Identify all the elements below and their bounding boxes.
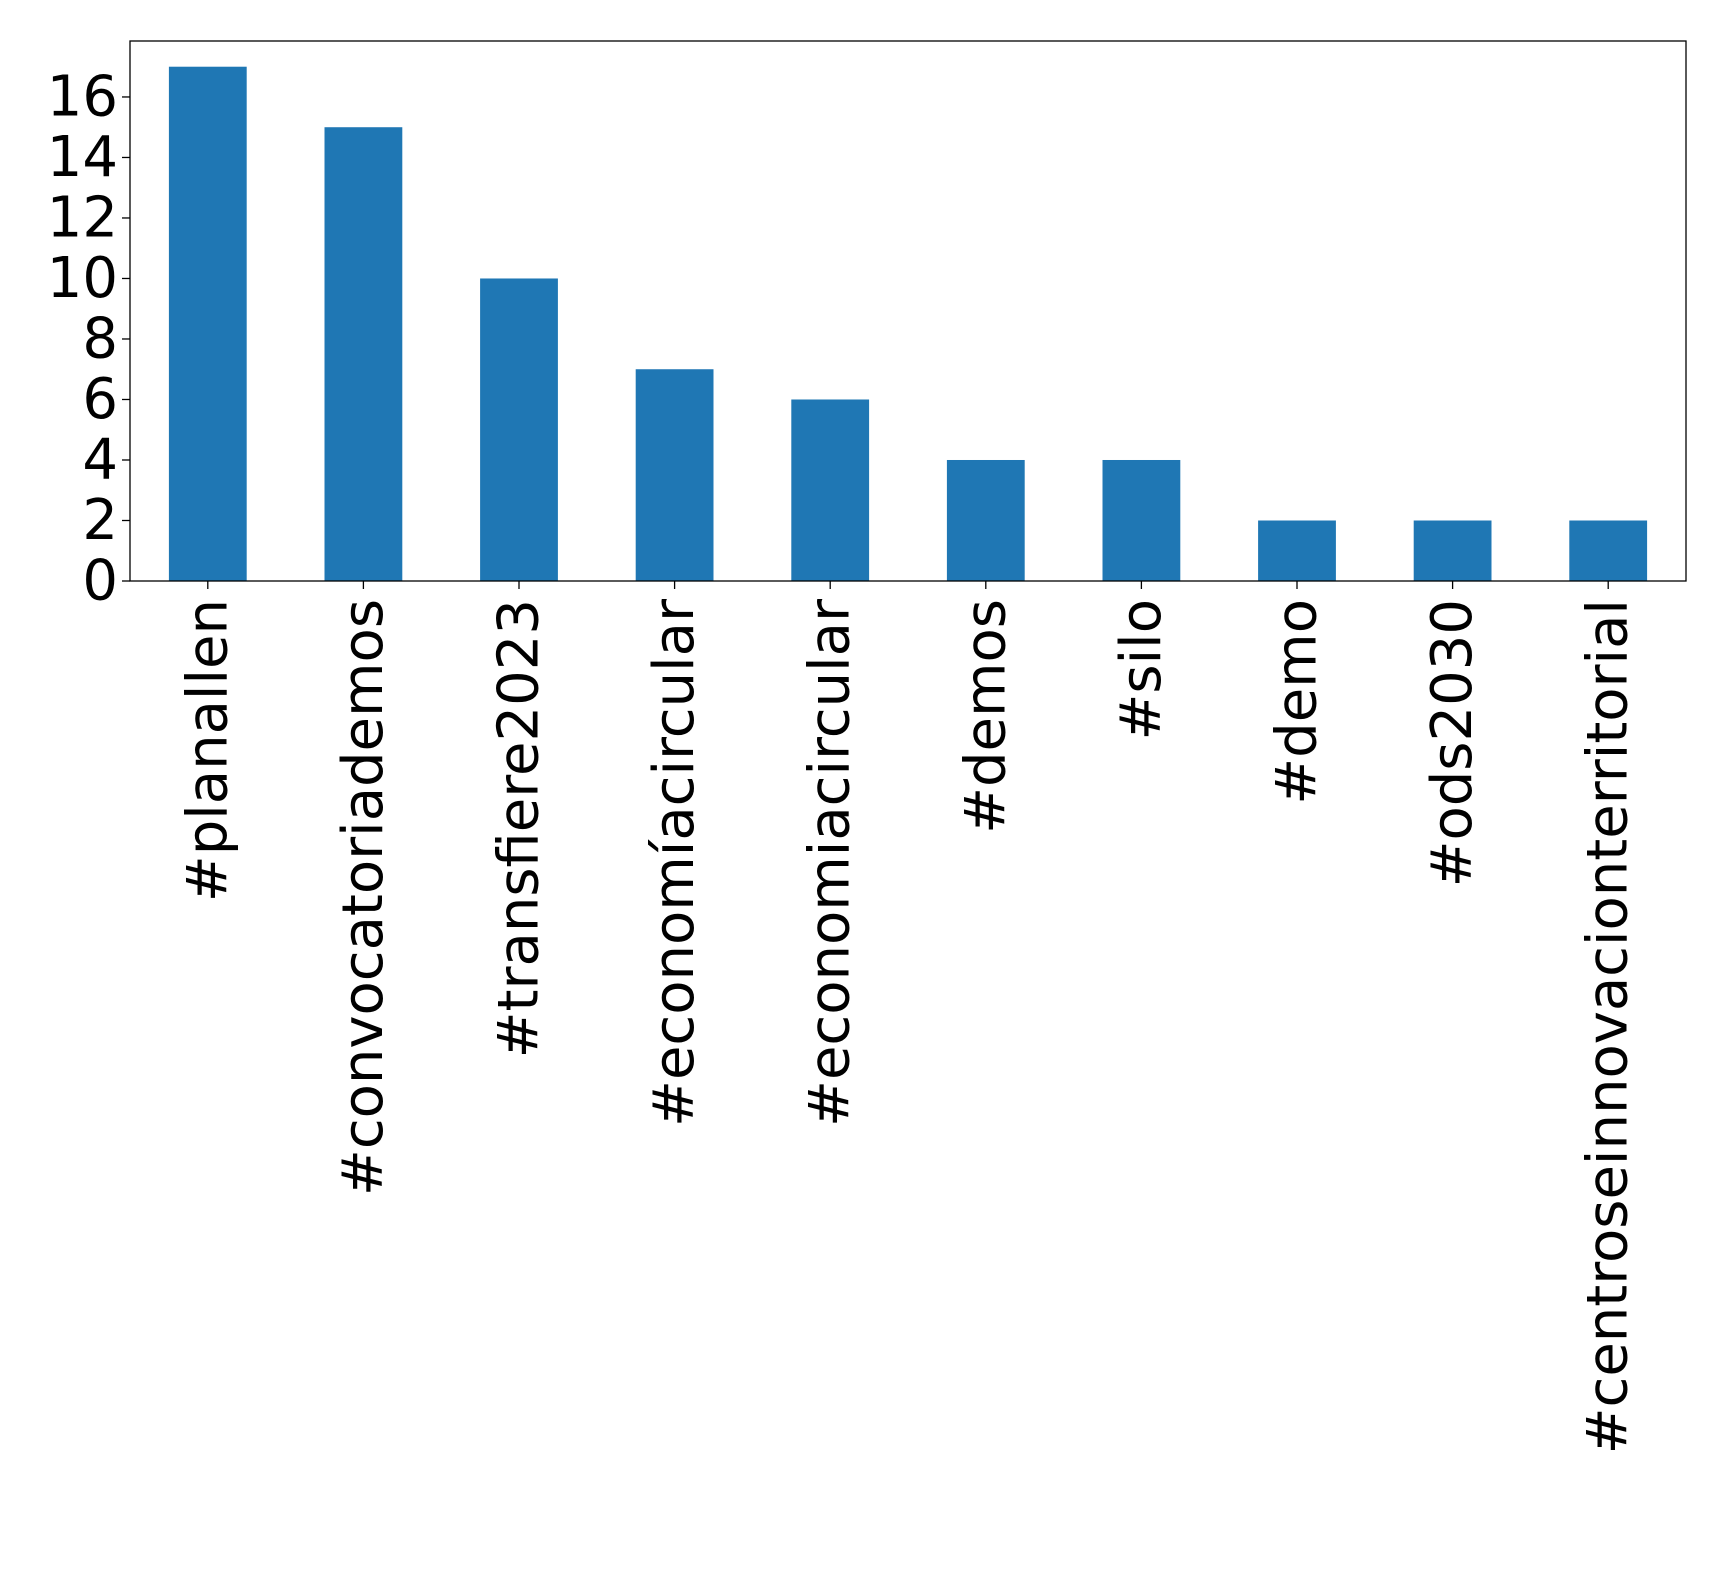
y-tick-label: 4 (82, 427, 118, 492)
bar (1102, 459, 1181, 581)
y-tick-label: 8 (82, 306, 118, 371)
bar (1413, 520, 1492, 581)
y-tick-label: 2 (82, 488, 118, 553)
x-axis: #planallen #convocatoriademos #transfiere2… (175, 581, 1641, 1454)
bar (1569, 520, 1648, 581)
x-tick-label: #ods2030 (1420, 599, 1485, 887)
y-tick-label: 0 (82, 549, 118, 614)
bars-layer (168, 66, 1648, 581)
x-tick-label: #economíacircular (642, 598, 707, 1127)
bar (635, 369, 714, 581)
x-tick-label: #demos (953, 599, 1018, 834)
bar (168, 66, 247, 581)
y-tick-label: 12 (47, 185, 118, 250)
x-tick-label: #convocatoriademos (331, 599, 396, 1196)
bar (1258, 520, 1336, 581)
x-tick-label: #demo (1265, 599, 1330, 805)
bar (480, 278, 558, 581)
x-tick-label: #planallen (175, 599, 240, 902)
bar (324, 127, 403, 581)
y-tick-label: 16 (47, 64, 118, 129)
x-tick-label: #silo (1109, 599, 1174, 740)
x-tick-label: #transfiere2023 (487, 599, 552, 1058)
y-tick-label: 10 (47, 246, 118, 311)
y-tick-label: 14 (47, 125, 118, 190)
y-tick-label: 6 (82, 367, 118, 432)
x-tick-label: #centroseinnovacionterritorial (1576, 599, 1641, 1454)
plot-area-frame (129, 40, 1687, 582)
bar (946, 459, 1025, 581)
x-tick-label: #economiacircular (798, 598, 863, 1127)
bar (791, 399, 870, 581)
